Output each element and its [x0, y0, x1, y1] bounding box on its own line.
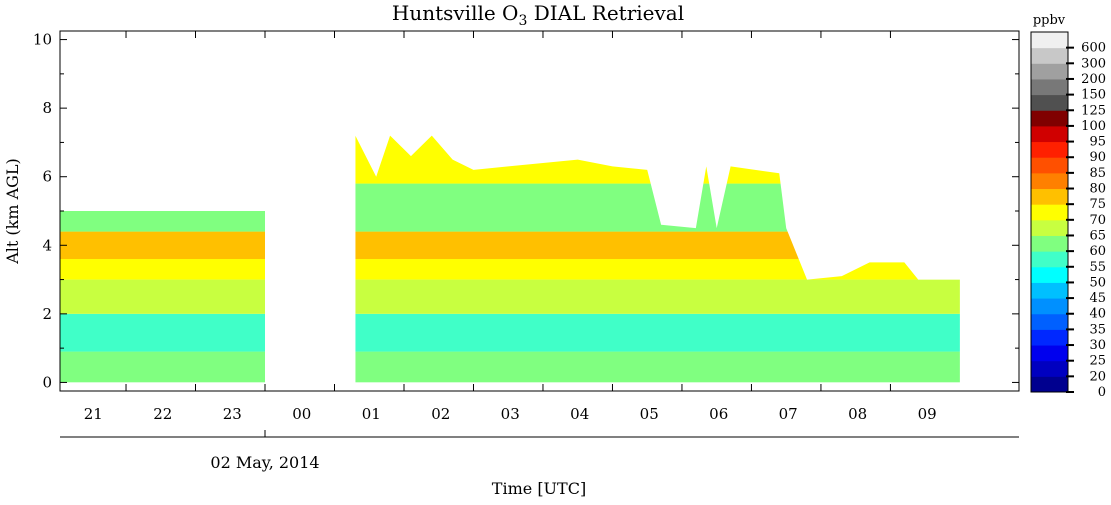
colorbar-swatch: [1031, 235, 1068, 252]
x-tick-label: 09: [918, 405, 937, 423]
colorbar-label: 70: [1089, 213, 1106, 228]
colorbar-swatch: [1031, 345, 1068, 362]
colorbar-swatch: [1031, 251, 1068, 268]
colorbar-swatch: [1031, 110, 1068, 127]
colorbar-label: 45: [1089, 291, 1106, 306]
chart-title-main: Huntsville O: [392, 1, 519, 25]
y-tick-label: 10: [33, 31, 52, 49]
colorbar-label: 80: [1089, 182, 1106, 197]
x-tick-label: 04: [570, 405, 589, 423]
x-tick-label: 08: [848, 405, 867, 423]
x-tick-label: 02: [431, 405, 450, 423]
y-tick-label: 0: [42, 373, 52, 391]
y-tick-label: 4: [42, 236, 52, 254]
colorbar-swatch: [1031, 298, 1068, 315]
colorbar-swatch: [1031, 125, 1068, 143]
colorbar-swatch: [1031, 47, 1068, 64]
colorbar-swatch: [1031, 141, 1068, 158]
colorbar-label: 25: [1089, 354, 1106, 369]
colorbar-label: 600: [1081, 41, 1106, 56]
chart-title: Huntsville O3 DIAL Retrieval: [392, 1, 684, 29]
x-tick-label: 21: [84, 405, 103, 423]
layer-band: [60, 211, 266, 232]
colorbar-label: 30: [1089, 338, 1106, 353]
colorbar-swatch: [1031, 329, 1068, 346]
x-tick-label: 03: [501, 405, 520, 423]
y-axis-label: Alt (km AGL): [3, 158, 22, 265]
colorbar-swatch: [1031, 376, 1068, 393]
colorbar-swatch: [1031, 157, 1068, 174]
colorbar-label: 0: [1098, 385, 1106, 400]
colorbar-swatch: [1031, 360, 1068, 377]
layer-band: [43, 136, 265, 184]
layer-band: [13, 314, 21, 352]
colorbar-swatch: [1031, 204, 1068, 221]
layer-band: [355, 279, 960, 314]
colorbar: 0202530354045505560657075808590951001251…: [1030, 31, 1106, 400]
colorbar-swatch: [1031, 266, 1068, 283]
layer-band: [355, 135, 960, 184]
x-tick-label: 07: [779, 405, 798, 423]
colorbar-swatch: [1031, 94, 1068, 111]
colorbar-label: 100: [1081, 119, 1106, 134]
colorbar-swatch: [1031, 282, 1068, 299]
y-tick-label: 6: [42, 168, 52, 186]
colorbar-swatch: [1031, 219, 1068, 236]
colorbar-label: 125: [1081, 103, 1106, 118]
layer-band: [355, 259, 960, 280]
colorbar-swatch: [1031, 188, 1068, 205]
layer-band: [355, 183, 960, 232]
x-tick-label: 23: [223, 405, 242, 423]
x-tick-label: 06: [709, 405, 728, 423]
data-segment: [43, 136, 266, 383]
layer-band: [60, 351, 266, 383]
x-tick-label: 05: [640, 405, 659, 423]
colorbar-swatch: [1031, 313, 1068, 330]
x-tick-label: 22: [153, 405, 172, 423]
colorbar-label: 200: [1081, 72, 1106, 87]
chart-title-rest: DIAL Retrieval: [527, 1, 684, 25]
colorbar-label: 75: [1089, 197, 1106, 212]
colorbar-label: 300: [1081, 56, 1106, 71]
data-segment: [355, 135, 960, 383]
colorbar-swatch: [1031, 172, 1068, 190]
colorbar-label: 40: [1089, 307, 1106, 322]
layer-band: [13, 352, 21, 383]
layer-band: [355, 231, 960, 259]
colorbar-frame: [1030, 31, 1069, 393]
colorbar-unit: ppbv: [1033, 13, 1066, 28]
layer-band: [355, 351, 960, 383]
colorbar-swatch: [1031, 78, 1068, 96]
y-tick-label: 8: [42, 99, 52, 117]
layer-band: [355, 313, 960, 352]
colorbar-label: 20: [1089, 369, 1106, 384]
colorbar-label: 35: [1089, 322, 1106, 337]
layer-band: [60, 259, 266, 280]
layer-band: [60, 279, 266, 314]
colorbar-label: 90: [1089, 150, 1106, 165]
colorbar-label: 85: [1089, 166, 1106, 181]
data-layer: [13, 135, 960, 383]
layer-band: [60, 313, 266, 352]
x-axis-label: Time [UTC]: [492, 479, 586, 498]
colorbar-label: 55: [1089, 260, 1106, 275]
y-tick-label: 2: [42, 305, 52, 323]
colorbar-swatch: [1031, 32, 1068, 49]
colorbar-label: 65: [1089, 228, 1106, 243]
colorbar-label: 50: [1089, 275, 1106, 290]
x-tick-label: 01: [362, 405, 381, 423]
layer-band: [13, 280, 21, 314]
colorbar-label: 95: [1089, 135, 1106, 150]
date-label: 02 May, 2014: [210, 453, 319, 472]
chart-title-subscript: 3: [518, 13, 527, 29]
x-tick-label: 00: [292, 405, 311, 423]
colorbar-swatch: [1031, 63, 1068, 80]
colorbar-label: 150: [1081, 88, 1106, 103]
colorbar-label: 60: [1089, 244, 1106, 259]
layer-band: [60, 231, 266, 259]
